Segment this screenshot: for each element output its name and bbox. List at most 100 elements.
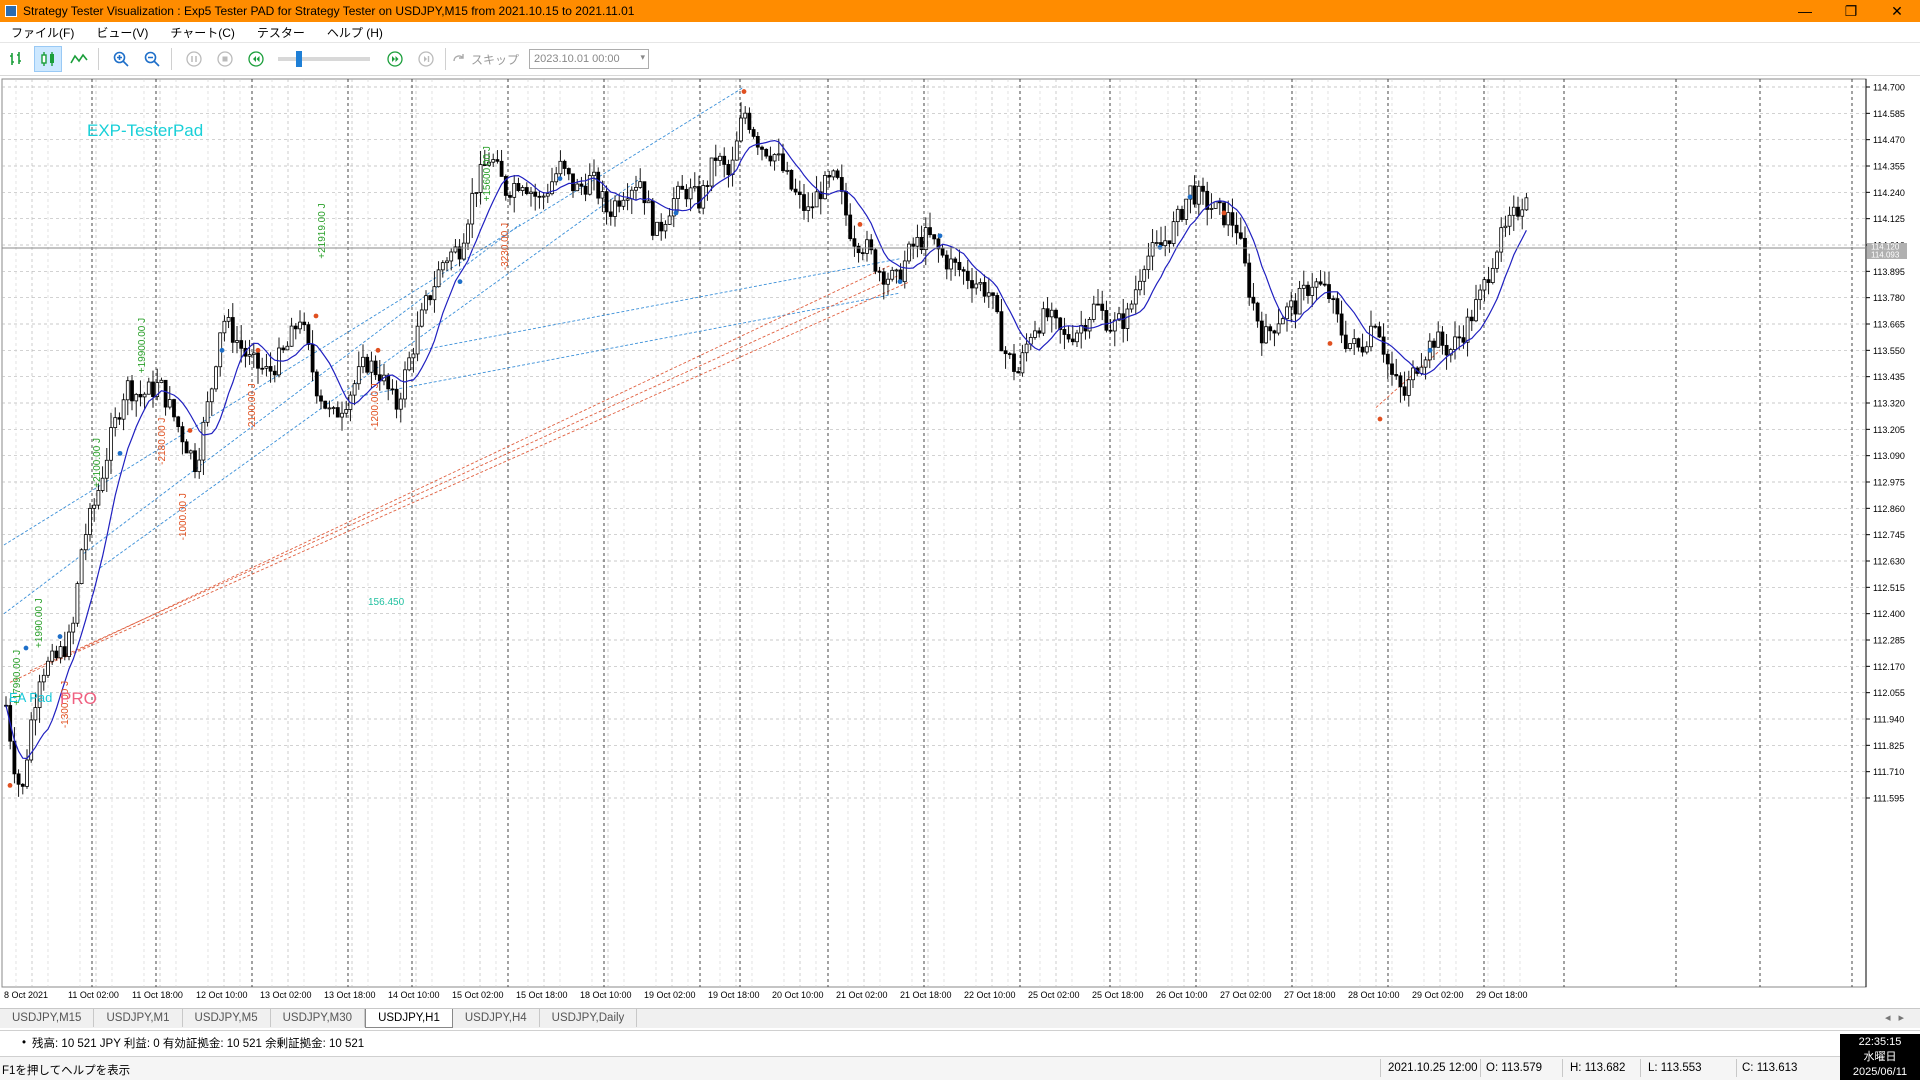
ea-name-label: EXP-TesterPad <box>87 121 203 140</box>
tab-usdjpy-m5[interactable]: USDJPY,M5 <box>183 1009 271 1027</box>
candle-body <box>650 200 655 236</box>
pause-button[interactable] <box>180 46 208 72</box>
candle-body <box>470 193 475 225</box>
candle-body <box>201 421 206 461</box>
candle-body <box>1201 185 1205 192</box>
trade-marker <box>57 634 63 639</box>
candle-body <box>285 345 290 351</box>
candle-body <box>768 155 773 162</box>
candle-body <box>940 248 945 256</box>
bar-chart-button[interactable] <box>3 46 31 72</box>
price-label: 112.285 <box>1873 636 1905 646</box>
candle-body <box>419 309 424 327</box>
speed-slider-thumb[interactable] <box>296 51 302 67</box>
tab-usdjpy-m15[interactable]: USDJPY,M15 <box>0 1009 95 1027</box>
status-open: O: 113.579 <box>1486 1062 1543 1074</box>
candle-body <box>226 317 231 322</box>
candle-body <box>974 283 979 289</box>
line-chart-button[interactable] <box>65 46 93 72</box>
candle-body <box>1402 386 1407 396</box>
price-label: 111.940 <box>1873 715 1904 725</box>
price-tag-bid-text: 114.120 <box>1871 243 1900 252</box>
price-label: 114.700 <box>1873 83 1905 93</box>
candle-body <box>293 325 298 330</box>
close-button[interactable]: ✕ <box>1891 2 1903 19</box>
tab-scroll-arrows[interactable]: ◂▸ <box>1884 1012 1912 1024</box>
minimize-button[interactable]: — <box>1798 3 1812 19</box>
candle-body <box>1234 224 1239 234</box>
rewind-button[interactable] <box>242 46 270 72</box>
profit-label: +15600.00 J <box>482 146 493 201</box>
candle-body <box>734 140 739 161</box>
step-button[interactable] <box>412 46 440 72</box>
candle-body <box>25 759 29 787</box>
trade-marker <box>1427 347 1433 353</box>
candle-body <box>579 183 584 187</box>
candle-body <box>634 187 638 191</box>
candle-body <box>1520 209 1525 217</box>
candle-body <box>138 393 143 398</box>
candle-body <box>323 400 328 409</box>
candle-body <box>1436 331 1441 348</box>
trend-line-red <box>9 265 891 683</box>
menu-file[interactable]: ファイル(F) <box>11 25 75 40</box>
zoom-out-button[interactable] <box>138 46 166 72</box>
candlestick-button[interactable] <box>34 46 62 72</box>
tab-usdjpy-m1[interactable]: USDJPY,M1 <box>94 1009 183 1027</box>
candle-body <box>1033 330 1037 338</box>
stop-button[interactable] <box>211 46 239 72</box>
trade-marker <box>937 233 943 239</box>
zoom-in-button[interactable] <box>107 46 135 72</box>
tab-usdjpy-m30[interactable]: USDJPY,M30 <box>271 1009 366 1027</box>
candle-body <box>785 169 790 172</box>
menu-view[interactable]: ビュー(V) <box>96 25 149 40</box>
candle-body <box>718 155 722 161</box>
price-tag-ask <box>1867 251 1907 259</box>
candle-body <box>1217 201 1222 204</box>
candle-body <box>310 344 315 373</box>
candle-body <box>41 674 46 683</box>
trade-marker <box>1221 210 1227 216</box>
candle-body <box>516 183 521 191</box>
candle-body <box>1297 287 1302 315</box>
candle-body <box>109 427 113 461</box>
candle-body <box>508 195 512 198</box>
menu-help[interactable]: ヘルプ (H) <box>326 25 383 40</box>
candle-body <box>680 185 685 190</box>
candle-body <box>764 148 769 157</box>
toolbar-separator <box>445 48 446 70</box>
skip-date-select[interactable]: 2023.10.01 00:00 ▾ <box>529 49 650 69</box>
price-label: 111.710 <box>1873 767 1904 777</box>
candle-body <box>625 198 630 201</box>
price-chart[interactable]: +17990.00 J +2100.00 J +19900.00 J +15600.0… <box>0 77 1920 1007</box>
candle-body <box>781 153 785 172</box>
candle-body <box>932 234 937 240</box>
menu-chart[interactable]: チャート(C) <box>170 25 235 40</box>
tab-usdjpy-daily[interactable]: USDJPY,Daily <box>540 1009 638 1027</box>
trend-line-blue <box>99 178 641 569</box>
candle-body <box>1276 323 1281 334</box>
price-label: 113.435 <box>1873 372 1905 382</box>
speed-slider[interactable] <box>278 51 370 67</box>
tab-usdjpy-h1[interactable]: USDJPY,H1 <box>365 1009 453 1028</box>
candle-body <box>1377 326 1382 338</box>
price-label: 114.355 <box>1873 162 1905 172</box>
stop-icon <box>217 51 233 67</box>
candle-body <box>29 719 34 761</box>
candle-body <box>1280 318 1285 325</box>
candle-body <box>340 412 344 418</box>
candle-body <box>37 681 42 708</box>
trade-marker <box>1157 244 1163 250</box>
candle-body <box>797 191 802 195</box>
trade-marker <box>457 279 463 285</box>
play-icon <box>387 51 403 67</box>
candle-body <box>1112 319 1117 332</box>
candle-body <box>1486 279 1491 283</box>
skip-button[interactable]: スキップ <box>471 52 520 67</box>
candle-body <box>1121 313 1126 329</box>
play-button[interactable] <box>381 46 409 72</box>
candle-body <box>1507 214 1512 227</box>
tab-usdjpy-h4[interactable]: USDJPY,H4 <box>453 1009 540 1027</box>
maximize-button[interactable]: ❐ <box>1844 2 1858 19</box>
menu-tester[interactable]: テスター <box>256 25 305 40</box>
